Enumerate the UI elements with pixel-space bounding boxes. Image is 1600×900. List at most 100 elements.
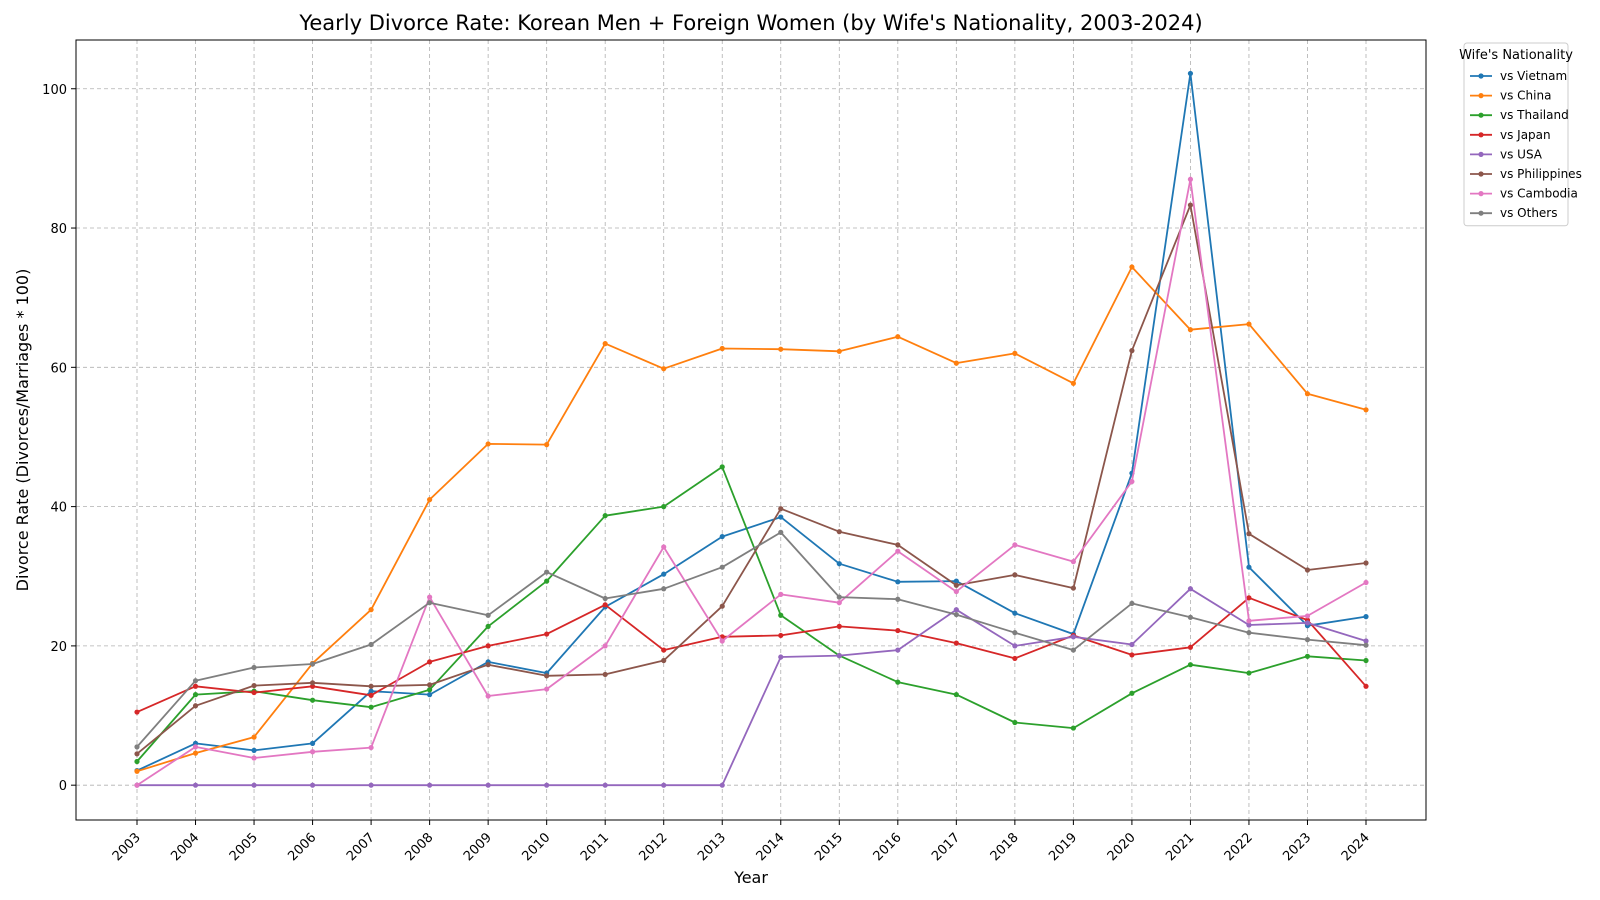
data-point <box>661 366 667 372</box>
legend-marker <box>1478 210 1484 216</box>
series-line <box>136 266 1367 773</box>
series-line <box>136 531 1367 748</box>
legend-marker <box>1478 191 1484 197</box>
data-point <box>427 782 433 788</box>
data-point <box>1012 610 1018 616</box>
x-tick-label: 2024 <box>1339 830 1373 864</box>
x-tick-label: 2012 <box>637 830 671 864</box>
data-point <box>1304 391 1311 397</box>
data-point <box>1246 321 1252 327</box>
data-point <box>368 704 374 710</box>
data-point <box>192 782 199 788</box>
x-tick-label: 2009 <box>461 830 495 864</box>
data-point <box>1304 620 1311 626</box>
series-lines <box>134 70 1369 788</box>
x-tick-label: 2004 <box>168 830 202 864</box>
legend-box <box>1463 42 1569 227</box>
data-point <box>602 341 608 347</box>
y-tick-label: 0 <box>59 779 67 794</box>
series-line <box>136 178 1367 786</box>
data-point <box>544 686 550 692</box>
data-point <box>1187 327 1194 333</box>
data-point <box>836 561 842 567</box>
data-point <box>836 594 842 600</box>
data-point <box>427 692 433 698</box>
data-point <box>544 782 550 788</box>
legend-marker <box>1478 151 1484 157</box>
data-point <box>1070 585 1076 591</box>
series-vs-japan <box>134 595 1369 715</box>
data-point <box>368 688 374 694</box>
data-point <box>368 607 374 613</box>
data-point <box>953 582 959 588</box>
data-point <box>778 591 784 597</box>
data-point <box>895 647 901 653</box>
data-point <box>778 612 784 618</box>
data-point <box>895 596 901 602</box>
data-point <box>661 504 667 510</box>
data-point <box>134 768 140 774</box>
data-point <box>251 755 257 761</box>
data-point <box>602 602 608 608</box>
data-point <box>1304 653 1311 659</box>
data-point <box>953 578 959 584</box>
data-point <box>661 782 667 788</box>
data-point <box>953 611 959 618</box>
data-point <box>1246 630 1252 636</box>
data-point <box>309 782 316 788</box>
data-point <box>602 643 608 649</box>
legend-marker <box>1478 73 1484 79</box>
y-tick-label: 80 <box>50 222 67 237</box>
series-vs-others <box>134 529 1369 750</box>
data-point <box>1187 662 1194 668</box>
data-point <box>661 647 667 653</box>
grid-lines <box>76 40 1426 820</box>
data-point <box>719 638 725 644</box>
data-point <box>427 600 433 606</box>
legend-label: vs USA <box>1500 147 1543 161</box>
data-point <box>602 671 608 678</box>
x-tick-label: 2014 <box>754 830 788 864</box>
legend-label: vs Others <box>1500 206 1558 220</box>
data-point <box>1129 264 1135 270</box>
data-point <box>1187 202 1194 208</box>
data-point <box>661 586 667 592</box>
y-axis-title: Divorce Rate (Divorces/Marriages * 100) <box>13 269 32 592</box>
data-point <box>427 594 433 600</box>
data-point <box>953 607 959 613</box>
data-point <box>544 631 550 637</box>
data-point <box>661 657 667 664</box>
data-point <box>719 533 725 540</box>
data-point <box>778 346 784 352</box>
data-point <box>485 662 491 668</box>
data-point <box>836 529 842 535</box>
data-point <box>719 603 725 609</box>
data-point <box>368 782 374 788</box>
data-point <box>309 680 316 686</box>
data-point <box>192 692 199 698</box>
data-point <box>251 747 257 753</box>
data-point <box>309 740 316 746</box>
x-tick-label: 2003 <box>110 830 144 864</box>
axes: 2003 2004 2005 2006 2007 2008 2009 2010 2011 2012… <box>42 39 1427 864</box>
x-tick-label: 2013 <box>695 830 729 864</box>
data-point <box>778 506 784 512</box>
data-point <box>778 632 784 639</box>
data-point <box>953 640 959 646</box>
y-tick-label: 60 <box>50 361 67 376</box>
data-point <box>251 664 257 671</box>
series-vs-philippines <box>134 202 1369 757</box>
data-point <box>251 689 257 696</box>
data-point <box>192 750 199 756</box>
data-point <box>602 513 608 519</box>
data-point <box>251 682 257 689</box>
data-point <box>1363 683 1369 689</box>
data-point <box>427 497 433 503</box>
x-tick-label: 2007 <box>344 830 378 864</box>
data-point <box>485 693 491 699</box>
series-vs-china <box>134 264 1369 774</box>
data-point <box>427 682 433 688</box>
data-point <box>1070 559 1076 565</box>
series-vs-usa <box>134 586 1369 788</box>
